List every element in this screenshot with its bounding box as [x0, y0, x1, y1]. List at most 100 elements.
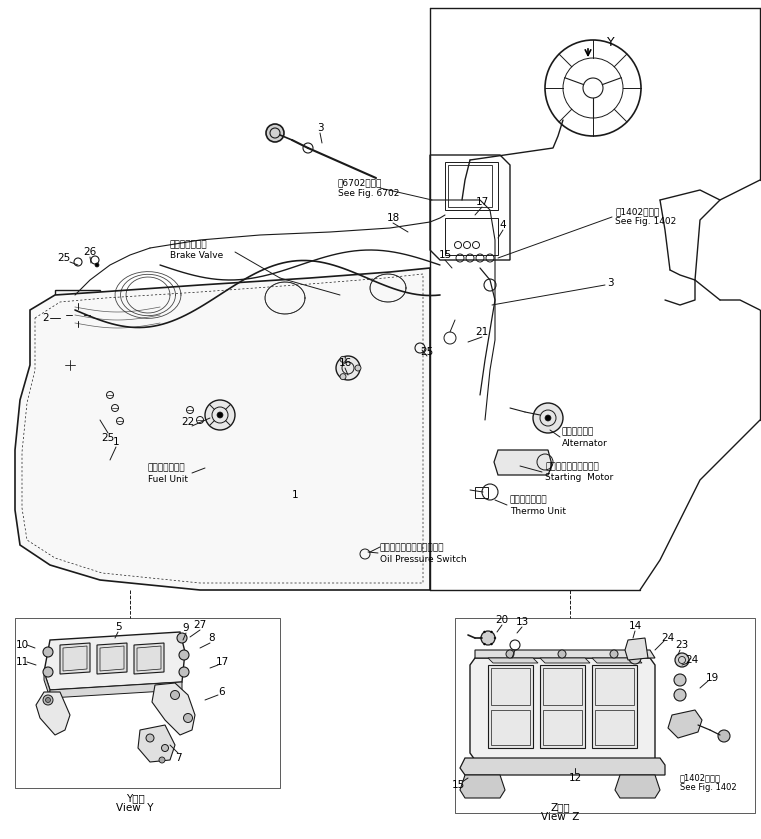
Text: 4: 4 — [500, 220, 506, 230]
Polygon shape — [470, 658, 655, 760]
Polygon shape — [592, 658, 642, 663]
Circle shape — [481, 631, 495, 645]
Polygon shape — [58, 345, 95, 390]
Circle shape — [558, 650, 566, 658]
Text: 11: 11 — [15, 657, 29, 667]
Text: 15: 15 — [438, 250, 451, 260]
Text: See Fig. 1402: See Fig. 1402 — [615, 217, 677, 227]
Text: See Fig. 6702: See Fig. 6702 — [338, 189, 400, 197]
Text: 27: 27 — [193, 620, 207, 630]
Polygon shape — [97, 643, 127, 674]
Text: 25: 25 — [101, 433, 115, 443]
Circle shape — [43, 667, 53, 677]
Circle shape — [494, 637, 496, 639]
Polygon shape — [540, 658, 590, 663]
Text: 24: 24 — [661, 633, 674, 643]
Circle shape — [266, 124, 284, 142]
Text: 第1402図参照: 第1402図参照 — [680, 774, 721, 783]
Text: オルタネータ: オルタネータ — [562, 428, 594, 436]
Polygon shape — [488, 665, 533, 748]
Polygon shape — [592, 665, 637, 748]
Polygon shape — [36, 692, 70, 735]
Text: Thermo Unit: Thermo Unit — [510, 507, 566, 515]
Circle shape — [674, 674, 686, 686]
Circle shape — [159, 757, 165, 763]
Text: Oil Pressure Switch: Oil Pressure Switch — [380, 555, 466, 564]
Text: Brake Valve: Brake Valve — [170, 252, 223, 260]
Circle shape — [483, 643, 486, 645]
Text: 22: 22 — [181, 417, 195, 427]
Polygon shape — [475, 650, 655, 658]
Text: See Fig. 1402: See Fig. 1402 — [680, 784, 737, 793]
Polygon shape — [50, 682, 182, 698]
Text: 5: 5 — [115, 622, 121, 632]
Text: 10: 10 — [15, 640, 29, 650]
Polygon shape — [625, 638, 648, 660]
Circle shape — [545, 415, 551, 421]
Text: 6: 6 — [218, 687, 225, 697]
Circle shape — [161, 744, 168, 752]
Polygon shape — [44, 672, 50, 698]
Circle shape — [43, 695, 53, 705]
Circle shape — [491, 631, 492, 633]
Circle shape — [43, 647, 53, 657]
Text: View  Y: View Y — [116, 803, 154, 813]
Circle shape — [610, 650, 618, 658]
Text: オイルプレッシャスイッチ: オイルプレッシャスイッチ — [380, 544, 444, 553]
Text: 7: 7 — [175, 753, 181, 763]
Text: 1: 1 — [291, 490, 298, 500]
Text: 24: 24 — [686, 655, 699, 665]
Text: 26: 26 — [84, 247, 97, 257]
Polygon shape — [60, 643, 90, 674]
Text: 18: 18 — [387, 213, 400, 223]
Polygon shape — [488, 658, 538, 663]
Polygon shape — [615, 775, 660, 798]
Text: フェルユニット: フェルユニット — [148, 463, 186, 472]
Text: 12: 12 — [568, 773, 581, 783]
Text: 3: 3 — [317, 123, 323, 133]
Circle shape — [217, 412, 223, 418]
Text: Z　横: Z 横 — [550, 802, 570, 812]
Text: ブレーキバルブ: ブレーキバルブ — [170, 241, 208, 249]
Text: View  Z: View Z — [541, 812, 579, 822]
Text: 17: 17 — [476, 197, 489, 207]
Text: 2: 2 — [43, 313, 49, 323]
Circle shape — [480, 637, 482, 639]
Circle shape — [66, 303, 90, 327]
Text: 1: 1 — [113, 437, 119, 447]
Text: スターティングモータ: スターティングモータ — [545, 462, 599, 472]
Circle shape — [46, 697, 50, 702]
Polygon shape — [460, 758, 665, 775]
Circle shape — [177, 633, 187, 643]
Circle shape — [340, 373, 346, 380]
Circle shape — [674, 689, 686, 701]
Text: Y: Y — [607, 35, 615, 49]
Polygon shape — [460, 775, 505, 798]
Text: 16: 16 — [339, 358, 352, 368]
Text: 8: 8 — [209, 633, 215, 643]
Polygon shape — [15, 268, 430, 590]
Circle shape — [355, 365, 361, 371]
Text: 第6702図参照: 第6702図参照 — [338, 179, 382, 187]
Text: 14: 14 — [629, 621, 642, 631]
Text: 9: 9 — [183, 623, 189, 633]
Circle shape — [506, 650, 514, 658]
Text: 21: 21 — [476, 327, 489, 337]
Circle shape — [629, 652, 641, 664]
Circle shape — [76, 313, 80, 317]
Circle shape — [179, 667, 189, 677]
Text: Y　横: Y 横 — [126, 793, 145, 803]
Polygon shape — [55, 290, 100, 390]
Polygon shape — [494, 450, 552, 475]
Polygon shape — [44, 632, 185, 690]
Circle shape — [179, 650, 189, 660]
Bar — [15, 618, 280, 788]
Circle shape — [675, 653, 689, 667]
Text: 25: 25 — [57, 253, 71, 263]
Text: 13: 13 — [515, 617, 529, 627]
Text: Alternator: Alternator — [562, 439, 608, 447]
Polygon shape — [152, 683, 195, 735]
Text: サーモユニット: サーモユニット — [510, 496, 548, 504]
Text: 3: 3 — [607, 278, 613, 288]
Circle shape — [483, 631, 486, 633]
